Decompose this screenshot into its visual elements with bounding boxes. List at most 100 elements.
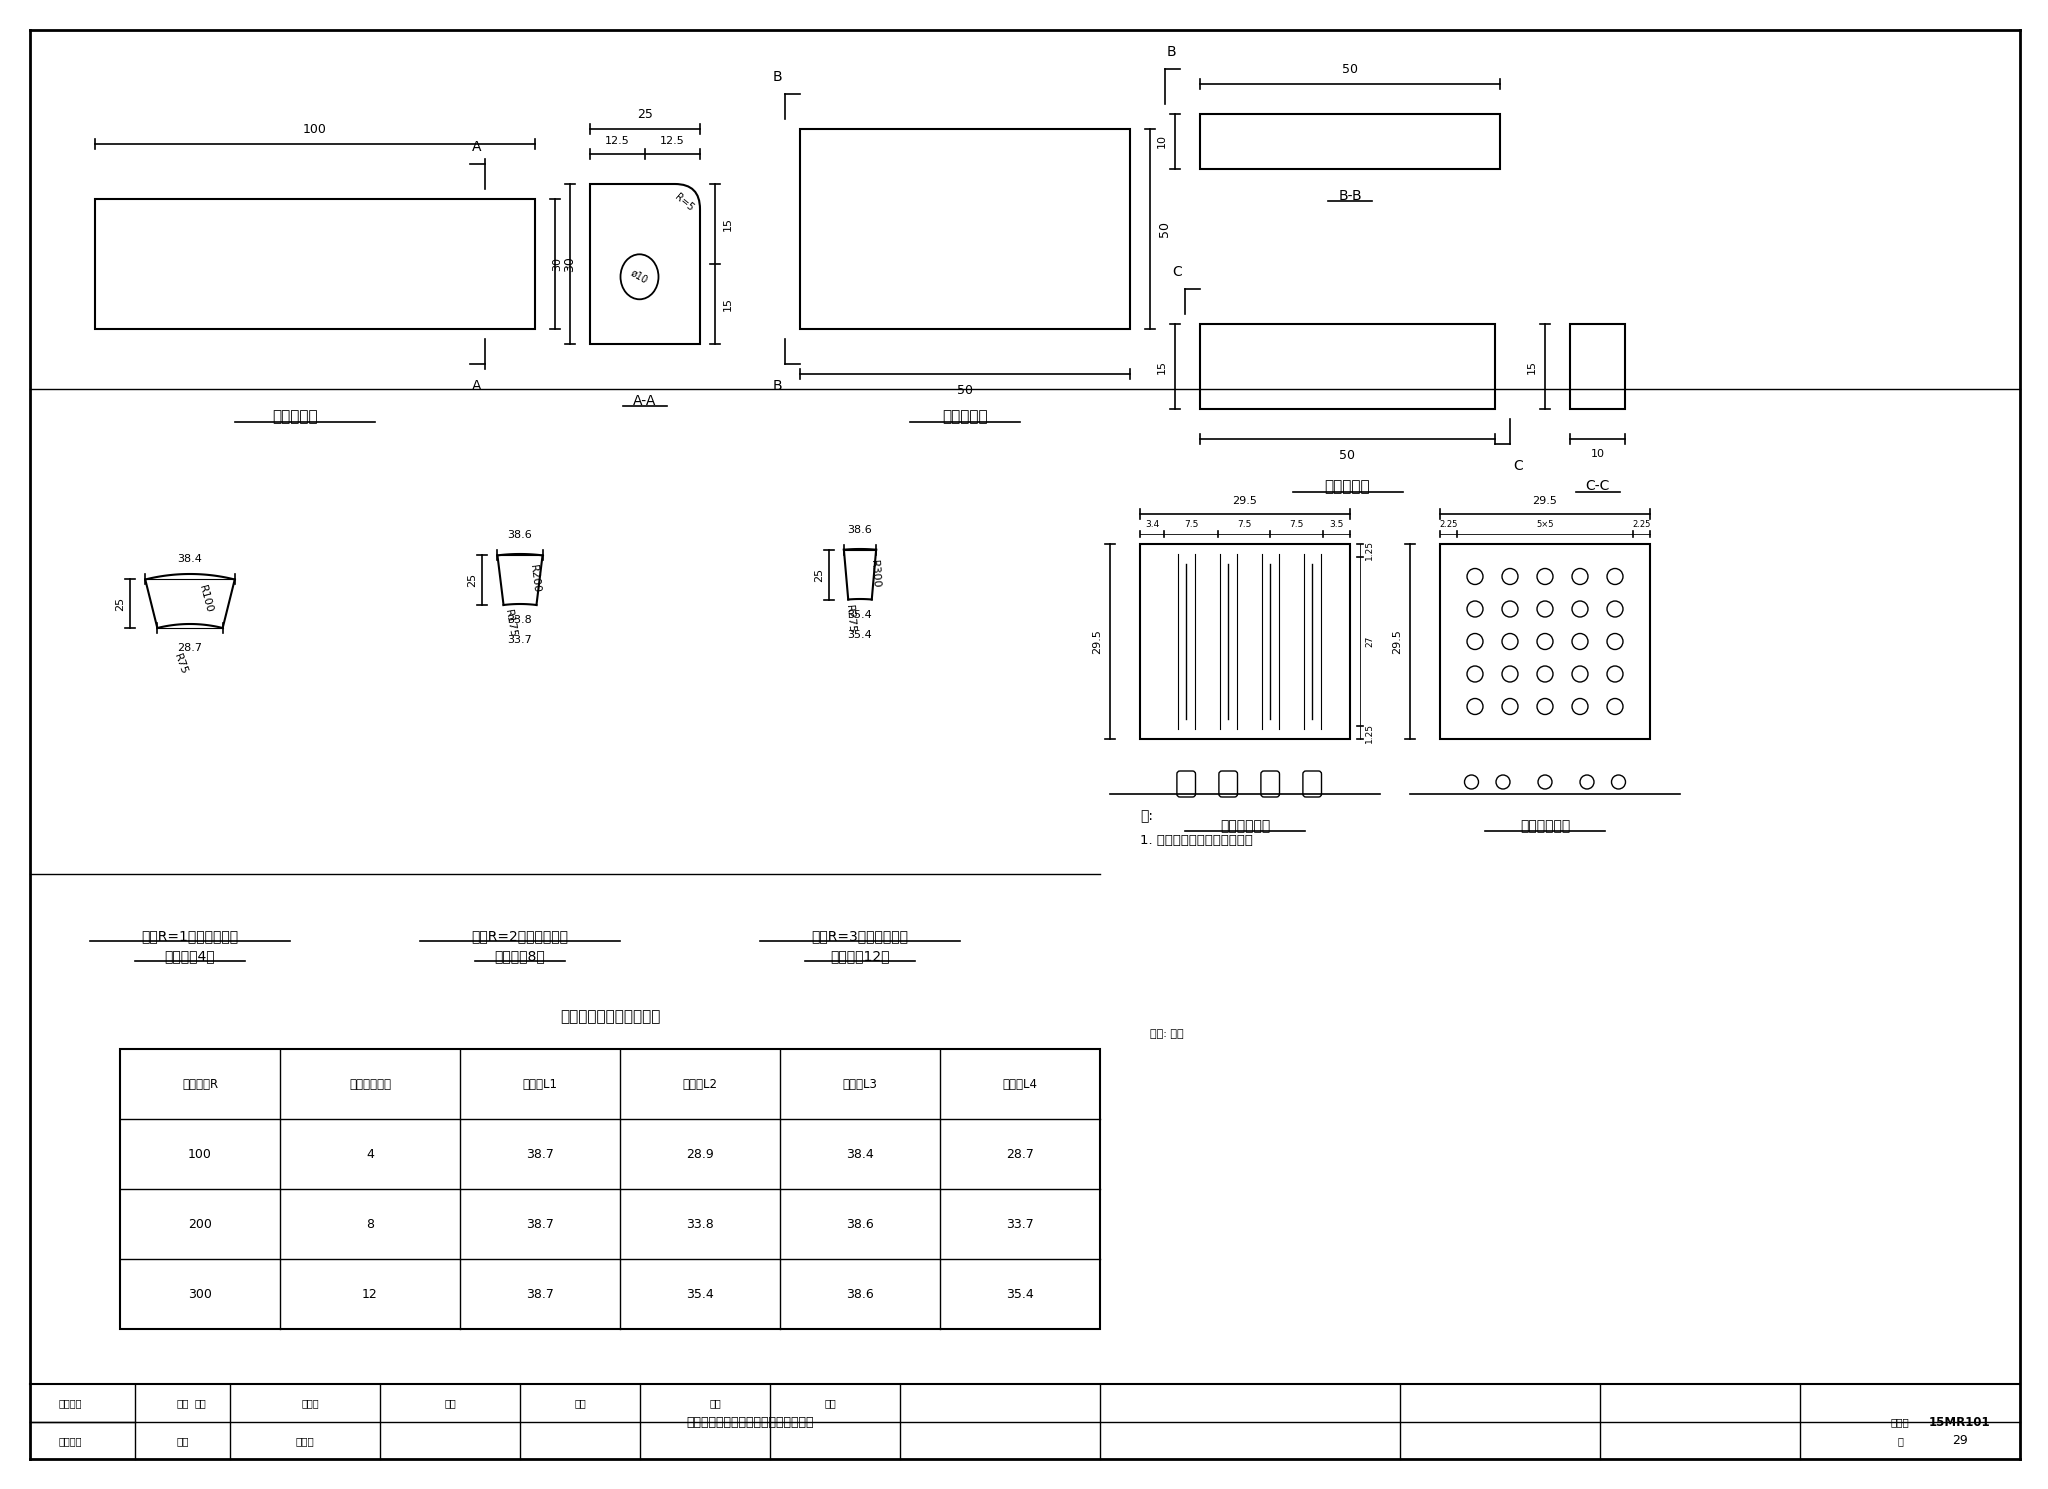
Text: 半径R=2米立缘石平面: 半径R=2米立缘石平面 (471, 929, 569, 943)
Text: R75: R75 (172, 652, 188, 676)
Text: 甘霖: 甘霖 (823, 1398, 836, 1409)
Text: 35.4: 35.4 (848, 609, 872, 619)
Text: C: C (1171, 265, 1182, 278)
Text: 35.4: 35.4 (1006, 1288, 1034, 1300)
Text: 15: 15 (1157, 359, 1167, 374)
Text: R100: R100 (197, 584, 213, 613)
Text: A: A (473, 140, 481, 153)
Text: 29.5: 29.5 (1233, 496, 1257, 506)
Text: 校对: 校对 (444, 1398, 457, 1409)
Text: 29.5: 29.5 (1532, 496, 1556, 506)
Text: 审核: 审核 (195, 1398, 207, 1409)
Text: 每个圆弧8块: 每个圆弧8块 (496, 948, 545, 963)
Bar (1440, 543, 1651, 739)
Text: 设计: 设计 (709, 1398, 721, 1409)
Bar (1571, 325, 1624, 409)
Text: 29.5: 29.5 (1092, 628, 1102, 654)
Text: 28.7: 28.7 (178, 643, 203, 654)
Bar (94, 200, 535, 329)
Text: C: C (1513, 459, 1524, 474)
Text: 立缘石、平面石、平缘石、盲道大样图: 立缘石、平面石、平缘石、盲道大样图 (686, 1416, 813, 1428)
Text: 小半径转弯立缘石尺寸表: 小半径转弯立缘石尺寸表 (559, 1010, 659, 1024)
Text: 5×5: 5×5 (1536, 520, 1554, 529)
Text: 内弦长L4: 内弦长L4 (1004, 1078, 1038, 1090)
Text: 28.7: 28.7 (1006, 1148, 1034, 1160)
Text: 崔亚新: 崔亚新 (295, 1435, 315, 1446)
Text: 38.6: 38.6 (846, 1218, 874, 1230)
Text: 38.6: 38.6 (846, 1288, 874, 1300)
Text: 12.5: 12.5 (604, 135, 631, 146)
Text: 33.8: 33.8 (508, 615, 532, 625)
Text: B-B: B-B (1337, 189, 1362, 203)
Text: A-A: A-A (633, 395, 657, 408)
Text: 29: 29 (1952, 1434, 1968, 1447)
Text: 半径R=1米立缘石平面: 半径R=1米立缘石平面 (141, 929, 238, 943)
Text: 38.7: 38.7 (526, 1288, 553, 1300)
Text: 王亮: 王亮 (573, 1398, 586, 1409)
Text: 33.7: 33.7 (508, 634, 532, 645)
Text: 28.9: 28.9 (686, 1148, 715, 1160)
Text: 页: 页 (1896, 1435, 1903, 1446)
Text: 38.6: 38.6 (848, 524, 872, 535)
Text: B: B (1167, 45, 1178, 60)
Text: 25: 25 (637, 109, 653, 121)
Text: 50: 50 (1341, 63, 1358, 76)
Text: R175: R175 (502, 609, 518, 639)
Text: 25: 25 (467, 573, 477, 587)
Text: 2.25: 2.25 (1440, 520, 1458, 529)
Text: 提示盲道大样: 提示盲道大样 (1520, 819, 1571, 832)
Text: 转弯半径R: 转弯半径R (182, 1078, 217, 1090)
Text: 内弧长L2: 内弧长L2 (682, 1078, 717, 1090)
Text: 1.25: 1.25 (1366, 722, 1374, 743)
Text: 行进盲道大样: 行进盲道大样 (1221, 819, 1270, 832)
Text: R=5: R=5 (672, 192, 694, 213)
Text: 38.7: 38.7 (526, 1218, 553, 1230)
Text: 25: 25 (813, 567, 823, 582)
Text: 1. 比例：示意；单位：厘米。: 1. 比例：示意；单位：厘米。 (1141, 834, 1253, 847)
Text: 35.4: 35.4 (686, 1288, 715, 1300)
Text: 4: 4 (367, 1148, 375, 1160)
Text: 35.4: 35.4 (848, 630, 872, 639)
Bar (121, 1048, 1100, 1330)
Text: 10: 10 (1157, 134, 1167, 149)
Text: 审核: 审核 (176, 1435, 188, 1446)
Text: 300: 300 (188, 1288, 211, 1300)
Text: 3.4: 3.4 (1145, 520, 1159, 529)
Text: 外弧长L1: 外弧长L1 (522, 1078, 557, 1090)
Text: B: B (772, 380, 782, 393)
Text: 15: 15 (1528, 359, 1536, 374)
Text: 100: 100 (188, 1148, 211, 1160)
Text: 38.6: 38.6 (508, 530, 532, 541)
Text: 15: 15 (723, 296, 733, 311)
Bar (1200, 325, 1495, 409)
Text: 33.7: 33.7 (1006, 1218, 1034, 1230)
Text: ø10: ø10 (629, 268, 649, 286)
Text: 15: 15 (723, 217, 733, 231)
Text: 50: 50 (956, 384, 973, 398)
Bar (1141, 543, 1350, 739)
Text: 30: 30 (563, 256, 575, 272)
Text: 外弦长L3: 外弦长L3 (842, 1078, 877, 1090)
Text: 27: 27 (1366, 636, 1374, 648)
Text: 7.5: 7.5 (1290, 520, 1305, 529)
Text: 每个圆弧4块: 每个圆弧4块 (164, 948, 215, 963)
Bar (801, 130, 1130, 329)
Text: 29.5: 29.5 (1393, 628, 1403, 654)
Text: 12: 12 (362, 1288, 379, 1300)
Text: R275: R275 (844, 605, 856, 634)
Text: 每个圆弧12块: 每个圆弧12块 (829, 948, 889, 963)
Text: 7.5: 7.5 (1184, 520, 1198, 529)
Text: 12.5: 12.5 (659, 135, 684, 146)
Text: 100: 100 (303, 124, 328, 135)
Text: R300: R300 (868, 560, 881, 588)
Text: C-C: C-C (1585, 479, 1610, 493)
Text: 1.25: 1.25 (1366, 541, 1374, 560)
Bar (1200, 115, 1499, 168)
Text: 深度图样: 深度图样 (57, 1435, 82, 1446)
Text: 初步设计: 初步设计 (57, 1398, 82, 1409)
Text: 崔亚新: 崔亚新 (301, 1398, 319, 1409)
Text: 15MR101: 15MR101 (1929, 1416, 1991, 1428)
Text: 立缘石立面: 立缘石立面 (272, 409, 317, 424)
Text: A: A (473, 380, 481, 393)
Text: 半径R=3米立缘石平面: 半径R=3米立缘石平面 (811, 929, 909, 943)
